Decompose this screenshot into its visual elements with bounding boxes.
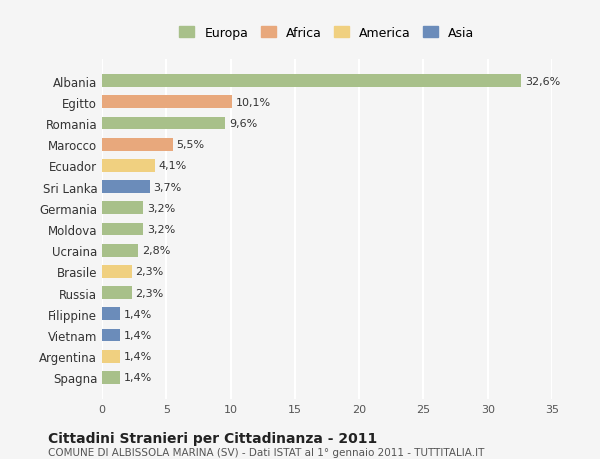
Text: 1,4%: 1,4% [124, 330, 152, 340]
Bar [102, 181, 149, 194]
Text: 2,3%: 2,3% [136, 267, 164, 277]
Bar [102, 329, 120, 341]
Text: 2,3%: 2,3% [136, 288, 164, 298]
Text: 3,2%: 3,2% [147, 203, 175, 213]
Text: COMUNE DI ALBISSOLA MARINA (SV) - Dati ISTAT al 1° gennaio 2011 - TUTTITALIA.IT: COMUNE DI ALBISSOLA MARINA (SV) - Dati I… [48, 448, 484, 458]
Bar [102, 244, 138, 257]
Text: 2,8%: 2,8% [142, 246, 170, 256]
Text: 3,7%: 3,7% [154, 182, 182, 192]
Bar [102, 223, 143, 236]
Bar [102, 118, 226, 130]
Text: 5,5%: 5,5% [176, 140, 205, 150]
Text: 1,4%: 1,4% [124, 352, 152, 361]
Bar [102, 308, 120, 320]
Bar [102, 202, 143, 215]
Text: 1,4%: 1,4% [124, 373, 152, 382]
Text: Cittadini Stranieri per Cittadinanza - 2011: Cittadini Stranieri per Cittadinanza - 2… [48, 431, 377, 445]
Bar [102, 371, 120, 384]
Bar [102, 96, 232, 109]
Bar [102, 265, 131, 278]
Bar [102, 350, 120, 363]
Text: 1,4%: 1,4% [124, 309, 152, 319]
Bar [102, 160, 155, 173]
Text: 32,6%: 32,6% [525, 77, 560, 86]
Bar [102, 286, 131, 299]
Text: 9,6%: 9,6% [229, 119, 257, 129]
Text: 10,1%: 10,1% [236, 98, 271, 107]
Legend: Europa, Africa, America, Asia: Europa, Africa, America, Asia [175, 22, 479, 45]
Text: 3,2%: 3,2% [147, 224, 175, 235]
Text: 4,1%: 4,1% [158, 161, 187, 171]
Bar [102, 139, 173, 151]
Bar [102, 75, 521, 88]
